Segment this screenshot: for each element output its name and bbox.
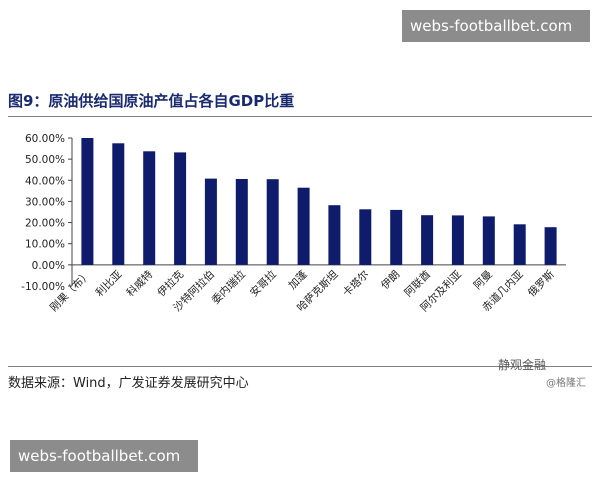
bar (235, 179, 248, 265)
y-tick-label: 0.00% (32, 260, 65, 272)
bars (81, 138, 557, 265)
watermark-top: webs-footballbet.com (402, 10, 590, 42)
x-tick-label: 科威特 (124, 267, 156, 299)
bar (421, 215, 434, 265)
x-tick-label: 安哥拉 (247, 267, 279, 299)
x-tick-label: 伊朗 (379, 268, 402, 291)
figure-title: 图9：原油供给国原油产值占各自GDP比重 (8, 92, 295, 110)
data-source: 数据来源：Wind，广发证券发展研究中心 (8, 376, 249, 391)
x-tick-label: 加蓬 (286, 268, 310, 292)
source-divider (8, 366, 592, 367)
bar (513, 224, 526, 265)
x-tick-label: 俄罗斯 (525, 267, 557, 299)
title-divider (8, 116, 592, 117)
watermark-bottom: webs-footballbet.com (10, 440, 198, 472)
bar-chart: 60.00% 50.00% 40.00% 30.00% 20.00% 10.00% 0.00… (21, 133, 566, 314)
bar (482, 216, 495, 265)
y-axis: 60.00% 50.00% 40.00% 30.00% 20.00% 10.00% 0.00… (21, 133, 566, 293)
bar (359, 209, 372, 265)
bar (451, 215, 464, 265)
y-tick-label: 40.00% (25, 175, 65, 187)
x-tick-label: 利比亚 (93, 267, 125, 299)
brand-logo-text: 静观金融 (498, 358, 547, 372)
y-tick-label: 60.00% (25, 133, 65, 145)
x-tick-label: 阿曼 (472, 268, 496, 292)
bar (204, 178, 217, 265)
bar (81, 138, 94, 265)
y-tick-label: -10.00% (21, 281, 65, 293)
x-tick-label: 卡塔尔 (340, 268, 371, 299)
bar (328, 205, 341, 265)
bar (390, 209, 403, 265)
x-tick-label: 委内瑞拉 (209, 267, 248, 306)
bar (544, 227, 557, 265)
y-tick-label: 20.00% (25, 218, 65, 230)
y-tick-label: 30.00% (25, 196, 65, 208)
bar (174, 152, 187, 265)
bar (143, 151, 156, 265)
y-tick-label: 10.00% (25, 239, 65, 251)
y-tick-label: 50.00% (25, 154, 65, 166)
brand-handle: @格隆汇 (546, 378, 586, 389)
bar (297, 187, 310, 265)
bar (112, 143, 125, 265)
bar (266, 179, 279, 265)
